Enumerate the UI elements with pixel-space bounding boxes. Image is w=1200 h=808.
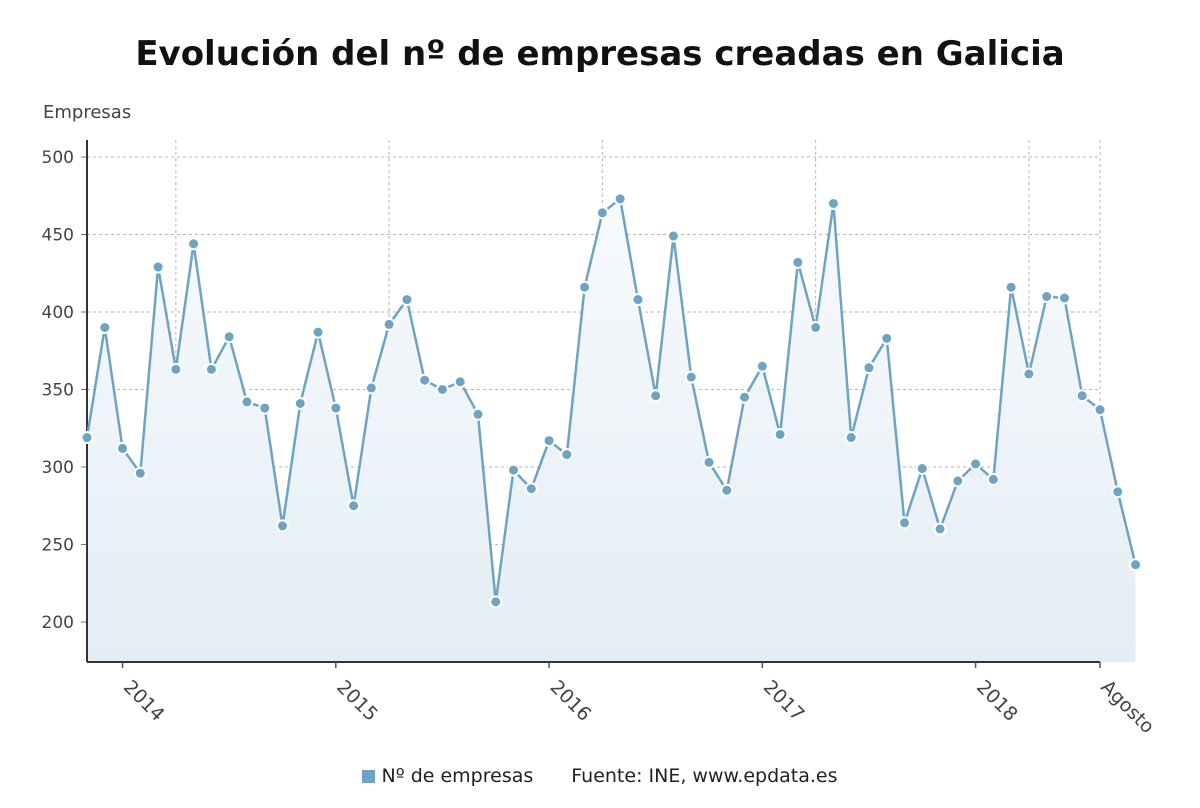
legend-series-label: Nº de empresas <box>381 765 534 787</box>
data-point[interactable] <box>435 383 449 396</box>
y-tick-label: 400 <box>42 303 74 323</box>
x-tick-label: Agosto <box>1096 676 1158 738</box>
data-point[interactable] <box>951 474 965 488</box>
data-point[interactable] <box>258 401 272 415</box>
y-tick-label: 500 <box>42 148 74 168</box>
data-point[interactable] <box>311 325 325 339</box>
data-point[interactable] <box>1075 389 1089 403</box>
y-tick-label: 250 <box>42 536 74 556</box>
data-point[interactable] <box>844 431 858 445</box>
data-point[interactable] <box>720 483 734 497</box>
data-point[interactable] <box>738 390 752 404</box>
data-point[interactable] <box>915 462 929 476</box>
y-tick-label: 350 <box>42 381 74 401</box>
data-point[interactable] <box>418 373 432 387</box>
data-point[interactable] <box>364 381 378 395</box>
data-point[interactable] <box>755 359 769 373</box>
source-note: Fuente: INE, www.epdata.es <box>571 765 838 787</box>
data-point[interactable] <box>524 482 538 496</box>
y-tick-label: 200 <box>42 613 74 633</box>
data-point[interactable] <box>1111 485 1125 499</box>
data-point[interactable] <box>275 519 289 533</box>
data-point[interactable] <box>453 375 467 389</box>
data-point[interactable] <box>507 463 521 477</box>
data-point[interactable] <box>471 407 485 421</box>
data-point[interactable] <box>809 321 823 334</box>
data-point[interactable] <box>684 370 698 384</box>
data-point[interactable] <box>329 401 343 415</box>
x-tick-label: 2014 <box>119 676 169 726</box>
data-point[interactable] <box>666 229 680 243</box>
data-point[interactable] <box>169 362 183 376</box>
data-point[interactable] <box>1129 558 1143 572</box>
data-point[interactable] <box>489 595 503 609</box>
legend: Nº de empresas Fuente: INE, www.epdata.es <box>0 765 1200 787</box>
data-point[interactable] <box>240 395 254 409</box>
chart-title: Evolución del nº de empresas creadas en … <box>135 34 1065 74</box>
data-point[interactable] <box>826 197 840 210</box>
y-tick-labels: 200 250 300 350 400 450 500 <box>42 148 74 633</box>
x-tick-label: 2018 <box>972 676 1022 726</box>
data-point[interactable] <box>400 293 414 307</box>
data-point[interactable] <box>151 260 165 274</box>
area-fill <box>87 198 1136 662</box>
data-point[interactable] <box>204 362 218 376</box>
data-point[interactable] <box>933 522 947 536</box>
data-point[interactable] <box>862 361 876 375</box>
data-point[interactable] <box>560 448 574 462</box>
data-point[interactable] <box>791 255 805 269</box>
data-point[interactable] <box>613 192 627 206</box>
data-point[interactable] <box>116 441 130 455</box>
axes <box>81 140 1101 668</box>
data-point[interactable] <box>382 317 396 331</box>
data-point[interactable] <box>631 293 645 307</box>
data-point[interactable] <box>702 455 716 469</box>
data-point[interactable] <box>98 321 112 334</box>
data-point[interactable] <box>1093 403 1107 417</box>
data-point[interactable] <box>133 466 147 480</box>
data-point[interactable] <box>222 330 236 344</box>
data-point[interactable] <box>1040 290 1054 303</box>
data-point[interactable] <box>293 396 307 410</box>
data-point[interactable] <box>578 280 592 294</box>
legend-swatch <box>362 770 376 783</box>
x-tick-label: 2016 <box>546 676 596 726</box>
y-tick-label: 300 <box>42 458 74 478</box>
data-point[interactable] <box>898 516 912 530</box>
y-axis-label: Empresas <box>43 102 132 123</box>
y-tick-label: 450 <box>42 226 74 246</box>
data-point[interactable] <box>347 499 361 513</box>
x-tick-label: 2015 <box>332 676 382 726</box>
data-points[interactable] <box>80 192 1143 609</box>
data-point[interactable] <box>880 331 894 345</box>
series-area <box>87 198 1136 662</box>
data-point[interactable] <box>542 434 556 448</box>
x-tick-label: 2017 <box>759 676 809 726</box>
x-tick-labels: 2014 2015 2016 2017 2018 Agosto <box>119 676 1158 738</box>
data-point[interactable] <box>80 431 94 445</box>
data-point[interactable] <box>1004 280 1018 294</box>
data-point[interactable] <box>595 206 609 220</box>
data-point[interactable] <box>986 472 1000 486</box>
data-point[interactable] <box>773 427 787 441</box>
data-point[interactable] <box>649 389 663 403</box>
data-point[interactable] <box>969 457 983 471</box>
data-point[interactable] <box>187 237 201 251</box>
data-point[interactable] <box>1057 291 1071 305</box>
data-point[interactable] <box>1022 367 1036 381</box>
